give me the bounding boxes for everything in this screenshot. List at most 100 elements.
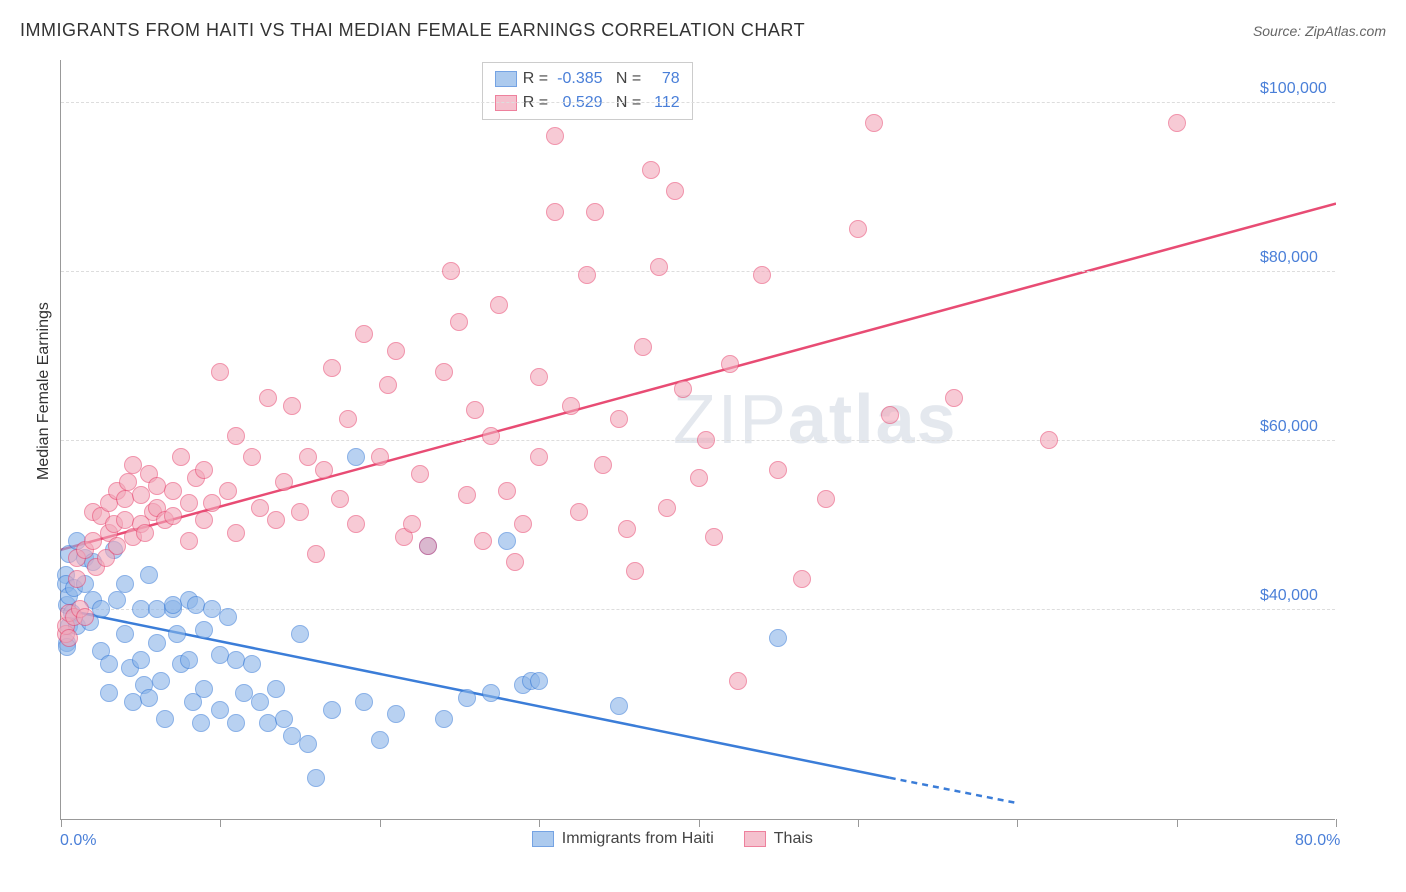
x-tick bbox=[699, 819, 700, 827]
y-tick-label: $80,000 bbox=[1260, 249, 1318, 267]
scatter-point-thai bbox=[570, 503, 588, 521]
scatter-point-thai bbox=[458, 486, 476, 504]
scatter-point-haiti bbox=[371, 731, 389, 749]
scatter-plot-area: ZIPatlas R = -0.385 N = 78R = 0.529 N = … bbox=[60, 60, 1335, 820]
y-axis-label: Median Female Earnings bbox=[35, 302, 53, 480]
scatter-point-thai bbox=[307, 545, 325, 563]
scatter-point-haiti bbox=[458, 689, 476, 707]
scatter-point-haiti bbox=[156, 710, 174, 728]
scatter-point-thai bbox=[666, 182, 684, 200]
scatter-point-haiti bbox=[387, 705, 405, 723]
scatter-point-haiti bbox=[108, 591, 126, 609]
scatter-point-haiti bbox=[227, 714, 245, 732]
scatter-point-thai bbox=[474, 532, 492, 550]
scatter-point-thai bbox=[259, 389, 277, 407]
scatter-point-thai bbox=[315, 461, 333, 479]
scatter-point-thai bbox=[729, 672, 747, 690]
scatter-point-thai bbox=[626, 562, 644, 580]
x-tick-label: 0.0% bbox=[60, 832, 96, 850]
y-tick-label: $60,000 bbox=[1260, 418, 1318, 436]
scatter-point-thai bbox=[674, 380, 692, 398]
scatter-point-thai bbox=[403, 515, 421, 533]
scatter-point-thai bbox=[562, 397, 580, 415]
scatter-point-haiti bbox=[116, 575, 134, 593]
scatter-point-thai bbox=[180, 494, 198, 512]
scatter-point-thai bbox=[690, 469, 708, 487]
scatter-point-thai bbox=[594, 456, 612, 474]
scatter-point-thai bbox=[697, 431, 715, 449]
scatter-point-haiti bbox=[100, 655, 118, 673]
scatter-point-thai bbox=[721, 355, 739, 373]
grid-line bbox=[61, 271, 1335, 272]
trend-line-haiti-dash bbox=[890, 778, 1018, 803]
watermark: ZIPatlas bbox=[673, 379, 957, 459]
scatter-point-haiti bbox=[498, 532, 516, 550]
scatter-point-haiti bbox=[195, 621, 213, 639]
scatter-point-thai bbox=[267, 511, 285, 529]
x-tick bbox=[220, 819, 221, 827]
legend-item-haiti: Immigrants from Haiti bbox=[532, 830, 714, 848]
source-attribution: Source: ZipAtlas.com bbox=[1253, 23, 1386, 39]
scatter-point-haiti bbox=[148, 634, 166, 652]
scatter-point-haiti bbox=[435, 710, 453, 728]
scatter-point-thai bbox=[251, 499, 269, 517]
scatter-point-thai bbox=[68, 570, 86, 588]
grid-line bbox=[61, 609, 1335, 610]
scatter-point-haiti bbox=[192, 714, 210, 732]
scatter-point-thai bbox=[705, 528, 723, 546]
scatter-point-haiti bbox=[219, 608, 237, 626]
scatter-point-thai bbox=[658, 499, 676, 517]
scatter-point-haiti bbox=[116, 625, 134, 643]
scatter-point-thai bbox=[227, 427, 245, 445]
scatter-point-thai bbox=[618, 520, 636, 538]
scatter-point-thai bbox=[211, 363, 229, 381]
legend-label-haiti: Immigrants from Haiti bbox=[562, 830, 714, 848]
n-value-haiti: 78 bbox=[646, 67, 680, 91]
correlation-stats-box: R = -0.385 N = 78R = 0.529 N = 112 bbox=[482, 62, 693, 120]
scatter-point-thai bbox=[793, 570, 811, 588]
scatter-point-haiti bbox=[307, 769, 325, 787]
scatter-point-thai bbox=[347, 515, 365, 533]
x-tick bbox=[61, 819, 62, 827]
scatter-point-thai bbox=[435, 363, 453, 381]
scatter-point-haiti bbox=[251, 693, 269, 711]
scatter-point-thai bbox=[546, 127, 564, 145]
x-tick bbox=[1336, 819, 1337, 827]
scatter-point-thai bbox=[195, 461, 213, 479]
r-value-haiti: -0.385 bbox=[553, 67, 603, 91]
scatter-point-thai bbox=[514, 515, 532, 533]
scatter-point-thai bbox=[291, 503, 309, 521]
scatter-point-thai bbox=[339, 410, 357, 428]
scatter-point-thai bbox=[498, 482, 516, 500]
scatter-point-thai bbox=[164, 507, 182, 525]
scatter-point-thai bbox=[219, 482, 237, 500]
swatch-haiti bbox=[495, 71, 517, 87]
y-tick-label: $40,000 bbox=[1260, 587, 1318, 605]
scatter-point-thai bbox=[76, 608, 94, 626]
scatter-point-thai bbox=[490, 296, 508, 314]
scatter-point-thai bbox=[530, 368, 548, 386]
x-tick bbox=[858, 819, 859, 827]
scatter-point-haiti bbox=[168, 625, 186, 643]
scatter-point-thai bbox=[753, 266, 771, 284]
scatter-point-thai bbox=[586, 203, 604, 221]
chart-title: IMMIGRANTS FROM HAITI VS THAI MEDIAN FEM… bbox=[20, 20, 805, 41]
scatter-point-thai bbox=[180, 532, 198, 550]
scatter-point-thai bbox=[371, 448, 389, 466]
scatter-point-haiti bbox=[530, 672, 548, 690]
scatter-point-thai bbox=[610, 410, 628, 428]
y-tick-label: $100,000 bbox=[1260, 80, 1327, 98]
scatter-point-haiti bbox=[610, 697, 628, 715]
grid-line bbox=[61, 102, 1335, 103]
scatter-point-thai bbox=[195, 511, 213, 529]
scatter-point-thai bbox=[578, 266, 596, 284]
scatter-point-haiti bbox=[140, 566, 158, 584]
legend-label-thai: Thais bbox=[774, 830, 813, 848]
x-tick bbox=[1177, 819, 1178, 827]
scatter-point-thai bbox=[530, 448, 548, 466]
legend-swatch-haiti bbox=[532, 831, 554, 847]
scatter-point-haiti bbox=[195, 680, 213, 698]
scatter-point-thai bbox=[450, 313, 468, 331]
x-tick bbox=[380, 819, 381, 827]
scatter-point-thai bbox=[411, 465, 429, 483]
